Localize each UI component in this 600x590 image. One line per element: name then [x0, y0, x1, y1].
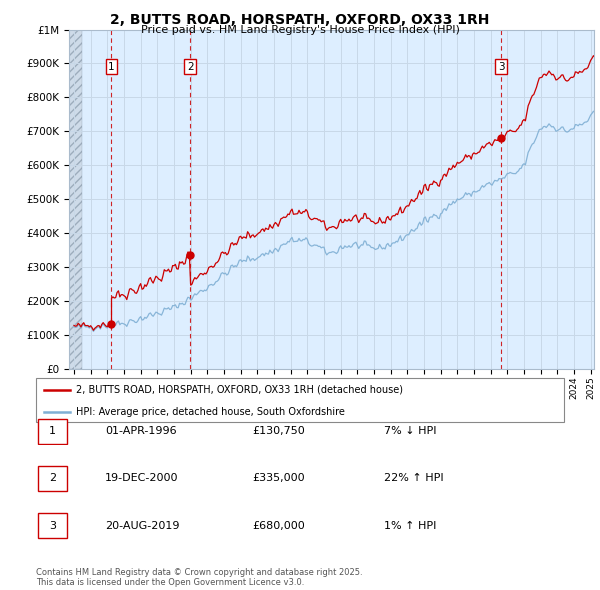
- Text: £680,000: £680,000: [252, 521, 305, 530]
- Text: Contains HM Land Registry data © Crown copyright and database right 2025.
This d: Contains HM Land Registry data © Crown c…: [36, 568, 362, 587]
- FancyBboxPatch shape: [38, 418, 67, 444]
- Text: 01-APR-1996: 01-APR-1996: [105, 427, 176, 436]
- Text: 7% ↓ HPI: 7% ↓ HPI: [384, 427, 437, 436]
- Text: 22% ↑ HPI: 22% ↑ HPI: [384, 474, 443, 483]
- FancyBboxPatch shape: [36, 378, 564, 422]
- Text: 2, BUTTS ROAD, HORSPATH, OXFORD, OX33 1RH: 2, BUTTS ROAD, HORSPATH, OXFORD, OX33 1R…: [110, 13, 490, 27]
- Text: 3: 3: [49, 521, 56, 530]
- Text: 2, BUTTS ROAD, HORSPATH, OXFORD, OX33 1RH (detached house): 2, BUTTS ROAD, HORSPATH, OXFORD, OX33 1R…: [76, 385, 403, 395]
- Text: 1: 1: [108, 62, 115, 72]
- Text: £130,750: £130,750: [252, 427, 305, 436]
- Text: 1: 1: [49, 427, 56, 436]
- Text: 19-DEC-2000: 19-DEC-2000: [105, 474, 179, 483]
- Text: 3: 3: [498, 62, 505, 72]
- FancyBboxPatch shape: [38, 513, 67, 539]
- Text: Price paid vs. HM Land Registry's House Price Index (HPI): Price paid vs. HM Land Registry's House …: [140, 25, 460, 35]
- Text: 1% ↑ HPI: 1% ↑ HPI: [384, 521, 436, 530]
- Bar: [65, 30, 82, 369]
- Text: 2: 2: [187, 62, 193, 72]
- Text: HPI: Average price, detached house, South Oxfordshire: HPI: Average price, detached house, Sout…: [76, 407, 344, 417]
- Text: £335,000: £335,000: [252, 474, 305, 483]
- Text: 2: 2: [49, 474, 56, 483]
- FancyBboxPatch shape: [38, 466, 67, 491]
- Text: 20-AUG-2019: 20-AUG-2019: [105, 521, 179, 530]
